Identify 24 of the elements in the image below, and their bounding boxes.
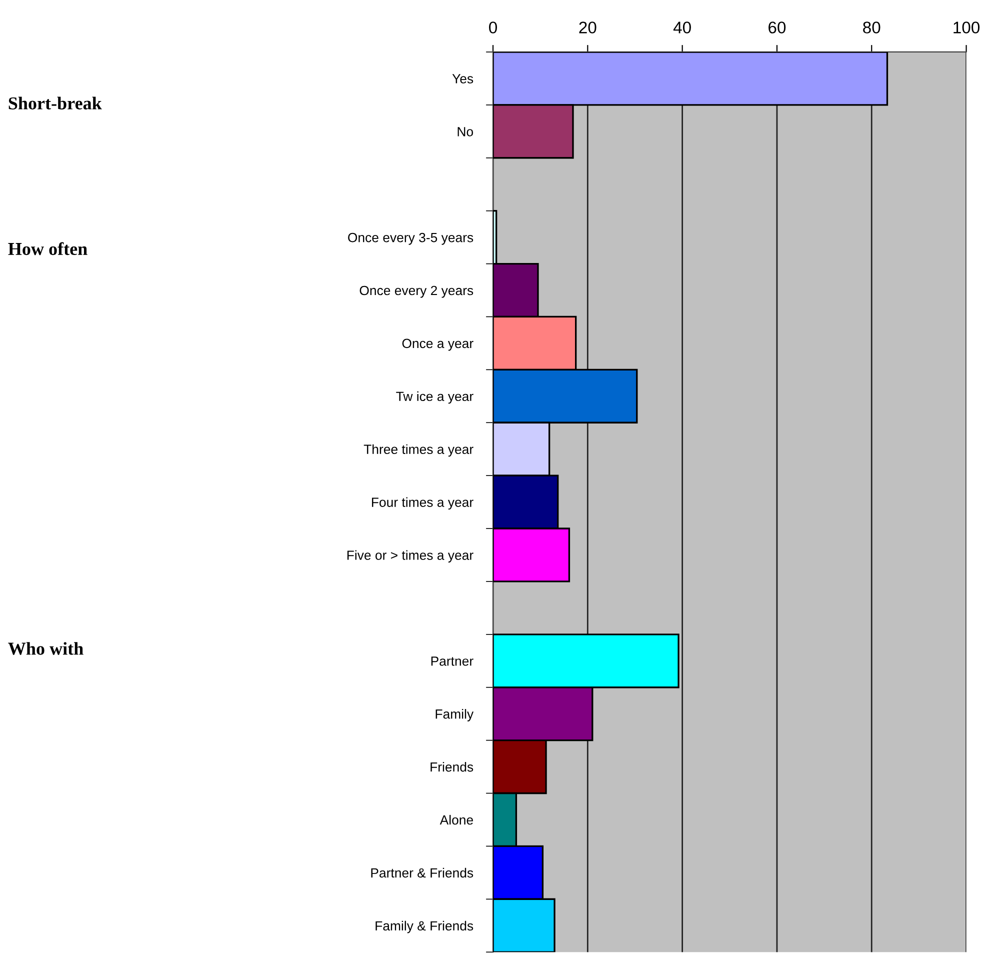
y-tick-label: Partner & Friends	[371, 868, 474, 878]
y-tick-label: Alone	[440, 814, 473, 825]
x-tick-label: 0	[489, 22, 497, 34]
x-tick-label: 40	[673, 22, 691, 34]
y-tick-label: Family & Friends	[376, 920, 474, 934]
y-tick-label: Once every 2 years	[360, 286, 474, 298]
y-tick-label: Yes	[452, 74, 474, 84]
y-tick-label: Friends	[430, 762, 474, 772]
text: How often	[8, 242, 88, 256]
y-tick-label: Once a year	[402, 338, 474, 351]
y-tick-label: Once every 3-5 years	[348, 232, 474, 245]
y-tick-label: No	[458, 127, 474, 136]
x-tick-label: 20	[579, 22, 596, 34]
x-tick-label: 100	[954, 22, 980, 34]
y-tick-label: Four times a year	[372, 497, 474, 510]
x-tick-label: 80	[863, 22, 880, 34]
x-tick-label: 60	[768, 22, 786, 34]
y-tick-label: Family	[436, 709, 474, 722]
y-tick-label: Tw ice a year	[396, 391, 474, 404]
y-tick-label: Three times a year	[364, 444, 474, 457]
text: Short-break	[8, 96, 102, 110]
text: Who with	[8, 642, 84, 655]
y-tick-label: Partner	[431, 656, 474, 666]
y-tick-label: Five or > times a year	[347, 550, 474, 563]
